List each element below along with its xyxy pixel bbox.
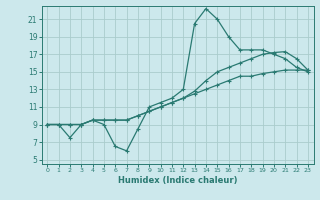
X-axis label: Humidex (Indice chaleur): Humidex (Indice chaleur) (118, 176, 237, 185)
